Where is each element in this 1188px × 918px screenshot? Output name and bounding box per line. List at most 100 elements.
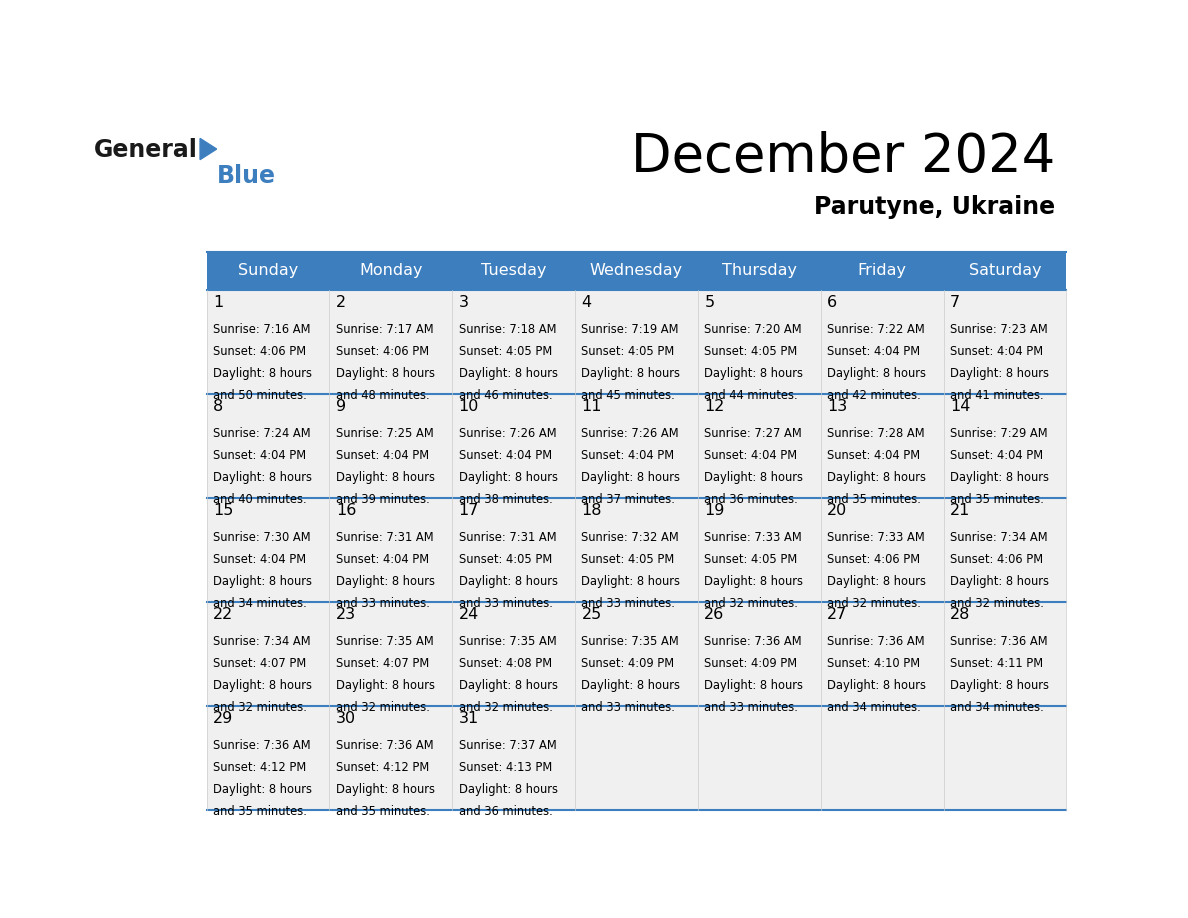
Text: Sunrise: 7:18 AM: Sunrise: 7:18 AM xyxy=(459,323,556,336)
Text: Sunrise: 7:34 AM: Sunrise: 7:34 AM xyxy=(213,635,310,648)
Text: Sunrise: 7:20 AM: Sunrise: 7:20 AM xyxy=(704,323,802,336)
Bar xyxy=(453,290,575,394)
Text: Sunrise: 7:19 AM: Sunrise: 7:19 AM xyxy=(581,323,680,336)
Bar xyxy=(575,394,697,498)
Bar xyxy=(821,394,943,498)
Text: Sunrise: 7:30 AM: Sunrise: 7:30 AM xyxy=(213,531,310,544)
Text: Daylight: 8 hours: Daylight: 8 hours xyxy=(950,575,1049,588)
Text: 28: 28 xyxy=(950,607,971,621)
Bar xyxy=(943,290,1067,394)
Text: 5: 5 xyxy=(704,295,714,309)
Text: Daylight: 8 hours: Daylight: 8 hours xyxy=(213,575,312,588)
Text: 27: 27 xyxy=(827,607,847,621)
Bar xyxy=(575,706,697,810)
Text: 4: 4 xyxy=(581,295,592,309)
Text: and 33 minutes.: and 33 minutes. xyxy=(581,700,675,714)
Text: Sunrise: 7:36 AM: Sunrise: 7:36 AM xyxy=(213,739,310,752)
Bar xyxy=(329,706,453,810)
Text: Daylight: 8 hours: Daylight: 8 hours xyxy=(336,679,435,692)
Text: and 33 minutes.: and 33 minutes. xyxy=(704,700,798,714)
Text: Sunrise: 7:24 AM: Sunrise: 7:24 AM xyxy=(213,427,310,440)
Text: Sunset: 4:04 PM: Sunset: 4:04 PM xyxy=(336,449,429,462)
Text: 2: 2 xyxy=(336,295,346,309)
Text: Daylight: 8 hours: Daylight: 8 hours xyxy=(336,783,435,796)
Text: Sunrise: 7:35 AM: Sunrise: 7:35 AM xyxy=(336,635,434,648)
Text: Sunset: 4:04 PM: Sunset: 4:04 PM xyxy=(950,345,1043,358)
Text: Sunset: 4:12 PM: Sunset: 4:12 PM xyxy=(336,761,429,774)
Text: Daylight: 8 hours: Daylight: 8 hours xyxy=(459,783,557,796)
Text: Daylight: 8 hours: Daylight: 8 hours xyxy=(336,575,435,588)
Text: and 44 minutes.: and 44 minutes. xyxy=(704,388,798,402)
Text: and 38 minutes.: and 38 minutes. xyxy=(459,493,552,506)
Text: and 39 minutes.: and 39 minutes. xyxy=(336,493,430,506)
Text: Sunset: 4:06 PM: Sunset: 4:06 PM xyxy=(827,553,921,565)
Text: Daylight: 8 hours: Daylight: 8 hours xyxy=(336,367,435,380)
Bar xyxy=(697,706,821,810)
Text: 15: 15 xyxy=(213,503,233,518)
Text: Daylight: 8 hours: Daylight: 8 hours xyxy=(704,367,803,380)
Text: Sunrise: 7:28 AM: Sunrise: 7:28 AM xyxy=(827,427,924,440)
Text: Sunrise: 7:34 AM: Sunrise: 7:34 AM xyxy=(950,531,1048,544)
Text: and 33 minutes.: and 33 minutes. xyxy=(336,597,430,610)
Text: 13: 13 xyxy=(827,398,847,414)
Text: Sunset: 4:05 PM: Sunset: 4:05 PM xyxy=(459,553,552,565)
Text: General: General xyxy=(94,139,197,162)
Text: Daylight: 8 hours: Daylight: 8 hours xyxy=(213,679,312,692)
Text: Sunset: 4:05 PM: Sunset: 4:05 PM xyxy=(581,345,675,358)
Text: Daylight: 8 hours: Daylight: 8 hours xyxy=(827,471,927,484)
Bar xyxy=(697,290,821,394)
Text: Sunset: 4:04 PM: Sunset: 4:04 PM xyxy=(704,449,797,462)
Text: Sunrise: 7:36 AM: Sunrise: 7:36 AM xyxy=(950,635,1048,648)
Text: Daylight: 8 hours: Daylight: 8 hours xyxy=(459,679,557,692)
Bar xyxy=(453,602,575,706)
Text: Sunset: 4:05 PM: Sunset: 4:05 PM xyxy=(459,345,552,358)
Bar xyxy=(207,394,329,498)
Text: Sunrise: 7:35 AM: Sunrise: 7:35 AM xyxy=(581,635,680,648)
Text: Sunset: 4:13 PM: Sunset: 4:13 PM xyxy=(459,761,552,774)
Bar xyxy=(207,706,329,810)
Text: and 46 minutes.: and 46 minutes. xyxy=(459,388,552,402)
Text: Daylight: 8 hours: Daylight: 8 hours xyxy=(950,367,1049,380)
Text: Sunset: 4:04 PM: Sunset: 4:04 PM xyxy=(336,553,429,565)
Text: Blue: Blue xyxy=(216,164,276,188)
Bar xyxy=(697,394,821,498)
Text: and 34 minutes.: and 34 minutes. xyxy=(827,700,921,714)
Bar xyxy=(575,252,697,290)
Bar xyxy=(821,498,943,602)
Bar xyxy=(329,602,453,706)
Text: and 34 minutes.: and 34 minutes. xyxy=(213,597,307,610)
Text: Saturday: Saturday xyxy=(968,263,1042,278)
Text: and 35 minutes.: and 35 minutes. xyxy=(213,805,307,818)
Text: 22: 22 xyxy=(213,607,233,621)
Bar xyxy=(821,602,943,706)
Bar xyxy=(329,394,453,498)
Text: Sunset: 4:04 PM: Sunset: 4:04 PM xyxy=(950,449,1043,462)
Text: Sunset: 4:10 PM: Sunset: 4:10 PM xyxy=(827,657,921,670)
Text: and 32 minutes.: and 32 minutes. xyxy=(950,597,1044,610)
Text: Sunset: 4:06 PM: Sunset: 4:06 PM xyxy=(336,345,429,358)
Text: 23: 23 xyxy=(336,607,356,621)
Text: Sunset: 4:12 PM: Sunset: 4:12 PM xyxy=(213,761,307,774)
Text: Sunday: Sunday xyxy=(238,263,298,278)
Text: Sunset: 4:08 PM: Sunset: 4:08 PM xyxy=(459,657,551,670)
Text: Tuesday: Tuesday xyxy=(481,263,546,278)
Text: and 41 minutes.: and 41 minutes. xyxy=(950,388,1044,402)
Text: December 2024: December 2024 xyxy=(631,131,1055,184)
Text: Sunrise: 7:36 AM: Sunrise: 7:36 AM xyxy=(827,635,924,648)
Text: Daylight: 8 hours: Daylight: 8 hours xyxy=(213,471,312,484)
Text: Sunrise: 7:27 AM: Sunrise: 7:27 AM xyxy=(704,427,802,440)
Bar xyxy=(943,706,1067,810)
Bar xyxy=(453,706,575,810)
Text: Daylight: 8 hours: Daylight: 8 hours xyxy=(704,471,803,484)
Text: and 32 minutes.: and 32 minutes. xyxy=(336,700,430,714)
Bar xyxy=(453,252,575,290)
Bar xyxy=(821,290,943,394)
Text: Sunset: 4:09 PM: Sunset: 4:09 PM xyxy=(704,657,797,670)
Bar xyxy=(575,290,697,394)
Text: Sunrise: 7:36 AM: Sunrise: 7:36 AM xyxy=(704,635,802,648)
Text: and 35 minutes.: and 35 minutes. xyxy=(950,493,1044,506)
Text: and 32 minutes.: and 32 minutes. xyxy=(827,597,921,610)
Text: Parutyne, Ukraine: Parutyne, Ukraine xyxy=(814,195,1055,219)
Text: 18: 18 xyxy=(581,503,602,518)
Bar xyxy=(207,602,329,706)
